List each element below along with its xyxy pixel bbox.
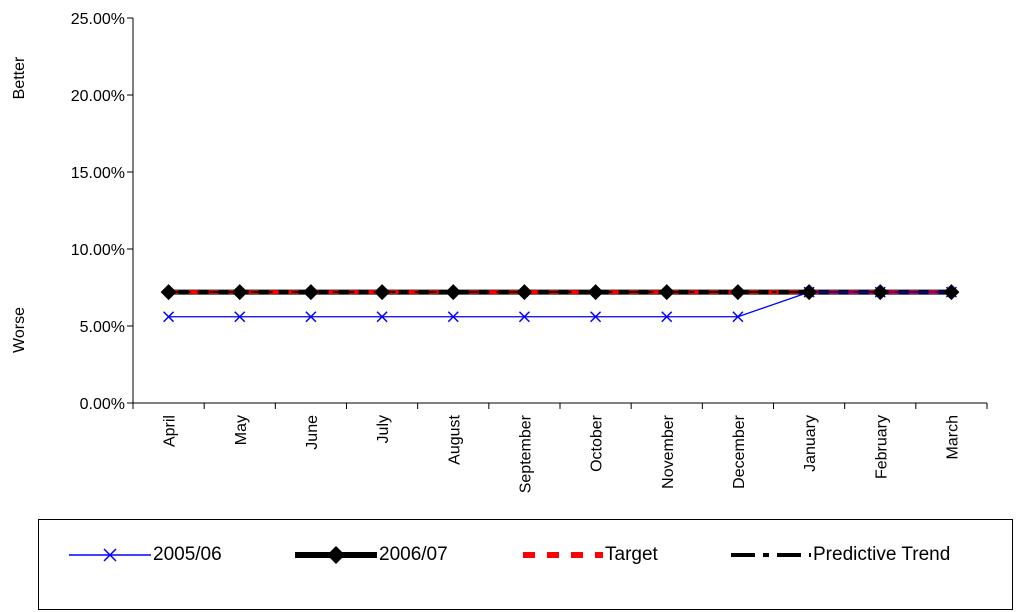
better-label: Better: [11, 56, 28, 99]
legend-item-2005-06: 2005/06: [69, 540, 222, 570]
x-tick-label: April: [162, 415, 179, 447]
worse-label: Worse: [11, 307, 28, 353]
legend-item-2006-07: 2006/07: [295, 540, 448, 570]
y-tick-label: 0.00%: [80, 396, 125, 413]
data-point-diamond: [943, 284, 960, 301]
data-point-diamond: [160, 284, 177, 301]
x-tick-label: October: [589, 414, 606, 472]
legend-label: Predictive Trend: [813, 544, 951, 565]
data-point-x: [590, 311, 602, 323]
data-point-x: [305, 311, 317, 323]
legend-swatch-2006-07: [295, 546, 377, 564]
legend-swatch-predictive-trend: [731, 553, 811, 557]
x-tick-label: January: [802, 415, 819, 472]
x-tick-label: July: [375, 415, 392, 443]
legend-label: Target: [605, 544, 658, 565]
x-stroke: [305, 311, 317, 323]
legend-swatch-2005-06: [69, 548, 151, 562]
data-point-x: [234, 311, 246, 323]
data-point-diamond: [374, 284, 391, 301]
x-tick-label: May: [233, 415, 250, 445]
data-point-x: [518, 311, 530, 323]
x-tick-label: August: [446, 414, 463, 464]
chart-markers: [160, 284, 960, 323]
x-tick-label: March: [944, 415, 961, 459]
x-stroke: [661, 311, 673, 323]
y-tick-label: 5.00%: [80, 319, 125, 336]
data-point-diamond: [587, 284, 604, 301]
data-point-diamond: [658, 284, 675, 301]
x-stroke: [590, 311, 602, 323]
chart: 0.00% 5.00% 10.00% 15.00% 20.00% 25.00% April M…: [11, 11, 988, 493]
data-point-x: [661, 311, 673, 323]
x-tick-label: November: [660, 414, 677, 488]
series-line-2005-06: [168, 291, 952, 318]
x-stroke: [376, 311, 388, 323]
y-tick-label: 20.00%: [71, 88, 125, 105]
data-point-diamond: [302, 284, 319, 301]
x-tick-label: June: [304, 415, 321, 450]
chart-series: [168, 289, 952, 318]
x-tick-label: September: [517, 414, 534, 493]
x-stroke: [518, 311, 530, 323]
data-point-diamond: [729, 284, 746, 301]
data-point-diamond: [445, 284, 462, 301]
y-tick-label: 15.00%: [71, 165, 125, 182]
legend-label: 2005/06: [153, 544, 222, 565]
legend-swatch-target: [523, 552, 603, 558]
data-point-diamond: [872, 284, 889, 301]
legend: 2005/06 2006/07 Target Predictive Trend: [38, 519, 1013, 610]
data-point-diamond: [231, 284, 248, 301]
data-point-x: [163, 311, 175, 323]
data-point-diamond: [516, 284, 533, 301]
x-stroke: [234, 311, 246, 323]
data-point-x: [732, 311, 744, 323]
y-tick-label: 10.00%: [71, 242, 125, 259]
legend-label: 2006/07: [379, 544, 448, 565]
x-tick-label: February: [873, 415, 890, 479]
chart-ticks: 0.00% 5.00% 10.00% 15.00% 20.00% 25.00% April M…: [71, 11, 988, 493]
legend-item-predictive-trend: Predictive Trend: [729, 540, 950, 570]
x-tick-label: December: [731, 414, 748, 488]
x-stroke: [447, 311, 459, 323]
data-point-x: [447, 311, 459, 323]
chart-axes: [132, 18, 987, 404]
legend-item-target: Target: [521, 540, 658, 570]
x-stroke: [732, 311, 744, 323]
y-tick-label: 25.00%: [71, 11, 125, 28]
x-stroke: [163, 311, 175, 323]
data-point-x: [376, 311, 388, 323]
data-point-diamond: [801, 284, 818, 301]
